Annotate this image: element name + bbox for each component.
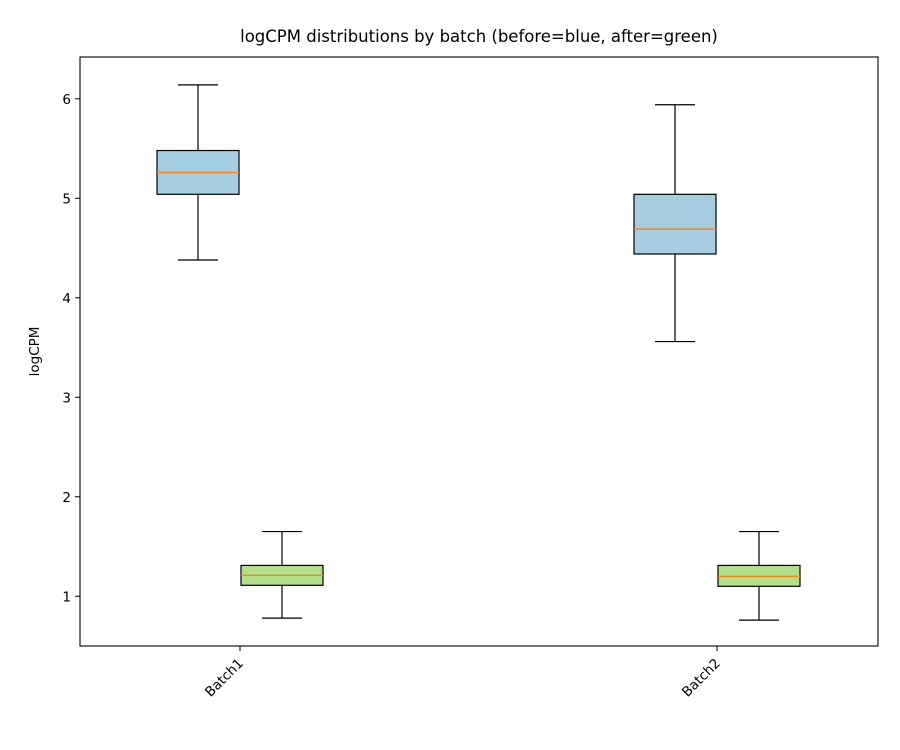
box-after-batch1 [240,530,324,619]
x-tick-label: Batch2 [679,656,724,701]
y-tick-label: 1 [62,589,71,605]
x-tick-label: Batch1 [202,656,247,701]
x-axis: Batch1 Batch2 [202,646,724,700]
y-tick-label: 2 [62,490,71,506]
y-tick-label: 5 [62,191,71,207]
y-axis: 1 2 3 4 5 6 [62,92,80,605]
chart-title: logCPM distributions by batch (before=bl… [240,27,718,46]
box-body [633,193,717,255]
box-before-batch1 [156,84,240,261]
y-axis-label: logCPM [27,327,43,377]
plot-area [156,84,801,621]
y-tick-label: 3 [62,390,71,406]
box-before-batch2 [633,104,717,343]
plot-frame [79,56,879,647]
y-tick-label: 6 [62,92,71,108]
y-tick-label: 4 [62,291,71,307]
box-after-batch2 [717,530,801,621]
